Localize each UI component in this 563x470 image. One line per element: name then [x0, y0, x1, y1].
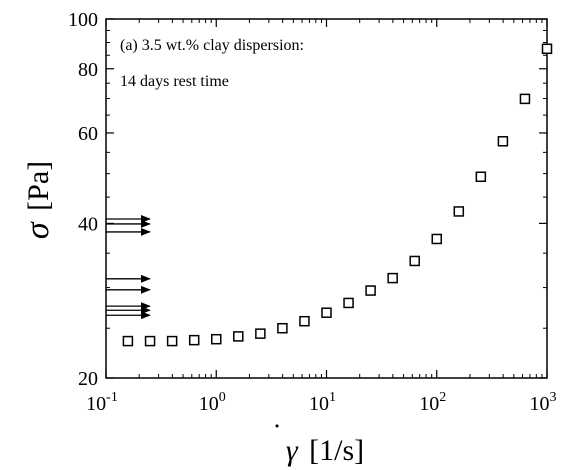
y-axis-label: σ [Pa]	[19, 161, 56, 239]
y-axis-unit: [Pa]	[22, 161, 55, 211]
data-point	[497, 136, 509, 147]
data-point	[166, 335, 178, 347]
data-point	[122, 335, 134, 347]
data-point	[387, 272, 398, 284]
data-point	[144, 335, 156, 347]
x-axis-symbol: γ	[286, 434, 299, 467]
data-point	[365, 285, 376, 296]
data-point	[233, 331, 244, 342]
data-point	[409, 255, 420, 267]
annotation-line-1: (a) 3.5 wt.% clay dispersion:	[120, 37, 304, 54]
annotation-line-2: 14 days rest time	[120, 73, 229, 90]
data-point	[321, 307, 332, 318]
y-tick-label: 60	[78, 123, 98, 145]
y-tick-label: 100	[68, 9, 98, 31]
y-tick-label: 20	[78, 368, 98, 390]
y-tick-label: 40	[78, 213, 98, 235]
data-point	[343, 297, 354, 309]
data-point	[453, 206, 465, 217]
x-tick-label: 100	[199, 390, 226, 415]
x-tick-label: 102	[419, 390, 446, 415]
data-point	[431, 233, 442, 245]
svg-text:γ [1/s]: γ [1/s]	[286, 434, 364, 467]
data-point	[299, 315, 310, 327]
data-point	[519, 93, 531, 105]
x-axis-dot: ˙	[272, 418, 282, 451]
data-point	[255, 328, 266, 339]
x-axis-unit: [1/s]	[309, 434, 364, 467]
data-point	[211, 333, 222, 345]
data-point	[188, 334, 200, 346]
y-axis-symbol: σ	[19, 221, 56, 239]
x-tick-label: 10-1	[86, 390, 118, 415]
data-point	[541, 43, 553, 55]
data-point	[475, 171, 487, 183]
x-tick-label: 103	[530, 390, 557, 415]
x-tick-label: 101	[309, 390, 336, 415]
data-point	[277, 322, 288, 334]
svg-text:σ [Pa]: σ [Pa]	[19, 161, 56, 239]
y-tick-label: 80	[78, 59, 98, 81]
x-axis-label: ˙ γ [1/s]	[272, 418, 364, 467]
